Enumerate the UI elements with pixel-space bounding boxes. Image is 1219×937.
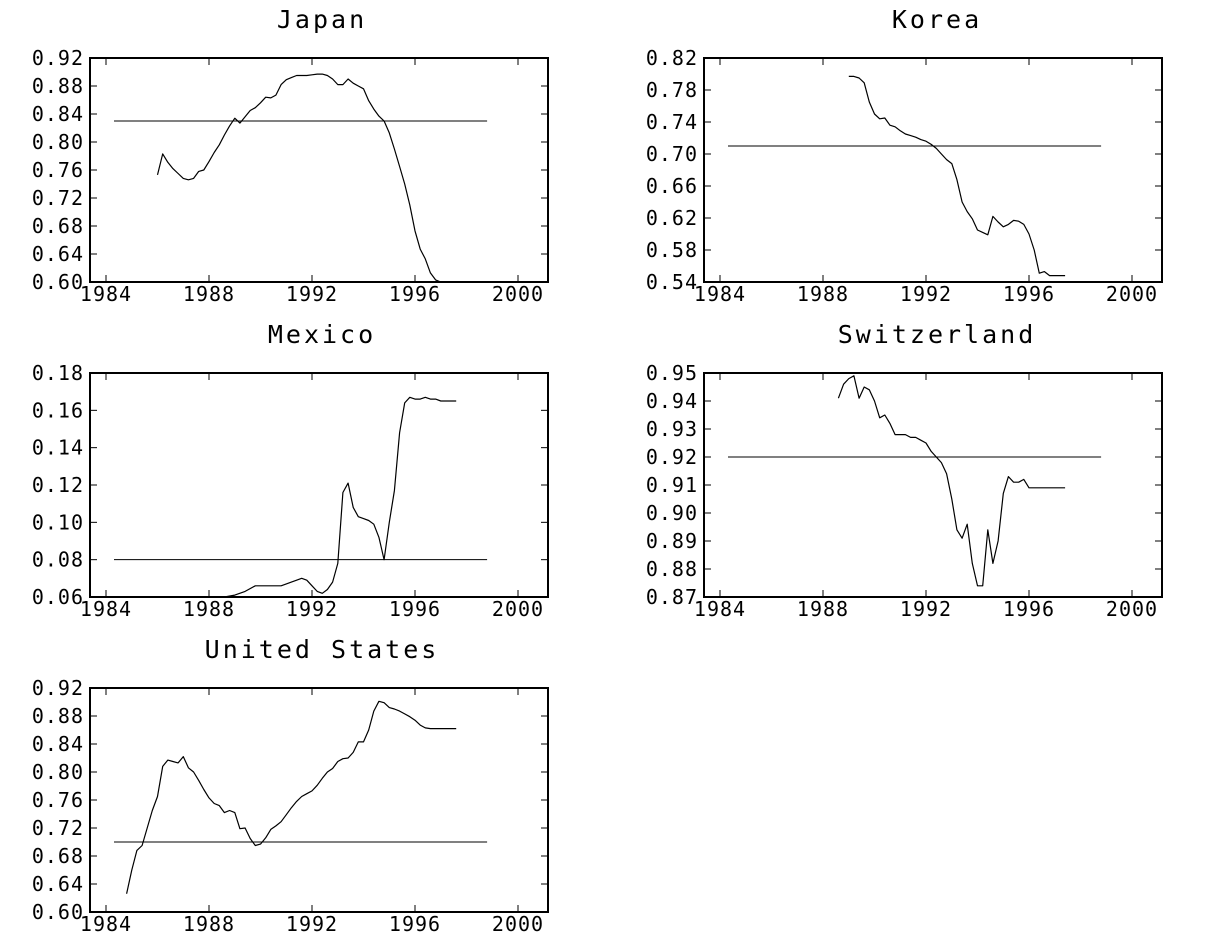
y-tick-label: 0.16 xyxy=(32,398,84,422)
y-tick-label: 0.88 xyxy=(32,74,84,98)
x-tick-label: 1988 xyxy=(797,597,849,621)
x-tick-label: 2000 xyxy=(1106,282,1158,306)
y-tick-label: 0.10 xyxy=(32,510,84,534)
chart-title: Korea xyxy=(892,5,982,34)
chart-title: Japan xyxy=(277,5,367,34)
x-tick-label: 2000 xyxy=(492,912,544,936)
chart-title: Switzerland xyxy=(838,320,1037,349)
x-tick-label: 1992 xyxy=(286,912,338,936)
x-tick-label: 1996 xyxy=(1003,597,1055,621)
y-tick-label: 0.76 xyxy=(32,158,84,182)
y-tick-label: 0.06 xyxy=(32,585,84,609)
x-tick-label: 1984 xyxy=(694,597,746,621)
plot-frame xyxy=(89,372,549,598)
plot-frame xyxy=(703,57,1163,283)
y-tick-label: 0.64 xyxy=(32,872,84,896)
y-tick-label: 0.60 xyxy=(32,900,84,924)
y-tick-label: 0.90 xyxy=(646,501,698,525)
y-tick-label: 0.74 xyxy=(646,110,698,134)
y-tick-label: 0.72 xyxy=(32,816,84,840)
series-line xyxy=(126,700,457,894)
y-tick-label: 0.54 xyxy=(646,270,698,294)
y-tick-label: 0.84 xyxy=(32,102,84,126)
x-tick-label: 2000 xyxy=(1106,597,1158,621)
y-tick-label: 0.92 xyxy=(32,676,84,700)
x-tick-label: 1992 xyxy=(900,282,952,306)
panel-switzerland: Switzerland 0.95 0.94 0.93 0.92 0.91 0.90 0.89 0… xyxy=(646,320,1163,621)
y-tick-label: 0.88 xyxy=(32,704,84,728)
y-tick-label: 0.12 xyxy=(32,473,84,497)
x-tick-label: 1984 xyxy=(80,912,132,936)
x-tick-label: 1988 xyxy=(183,912,235,936)
x-tick-label: 1996 xyxy=(389,597,441,621)
x-tick-label: 1984 xyxy=(694,282,746,306)
y-tick-label: 0.82 xyxy=(646,46,698,70)
panel-japan: Japan 0.92 0.88 0.84 0.80 0.76 0.72 0.68 0.64 0.6… xyxy=(32,5,549,306)
plot-frame xyxy=(89,687,549,913)
x-tick-label: 1984 xyxy=(80,597,132,621)
series-line xyxy=(156,73,462,283)
x-tick-label: 1992 xyxy=(286,282,338,306)
y-tick-label: 0.92 xyxy=(646,445,698,469)
chart-title: Mexico xyxy=(268,320,376,349)
x-tick-label: 1992 xyxy=(286,597,338,621)
y-tick-label: 0.95 xyxy=(646,361,698,385)
y-tick-label: 0.80 xyxy=(32,130,84,154)
y-tick-label: 0.58 xyxy=(646,238,698,262)
x-tick-label: 1996 xyxy=(1003,282,1055,306)
y-tick-label: 0.92 xyxy=(32,46,84,70)
y-tick-label: 0.70 xyxy=(646,142,698,166)
panel-korea: Korea0.820.780.740.700.660.620.580.54198… xyxy=(646,5,1163,306)
x-tick-label: 1988 xyxy=(183,597,235,621)
chart-title: United States xyxy=(205,635,440,664)
x-tick-label: 2000 xyxy=(492,597,544,621)
x-tick-label: 1988 xyxy=(797,282,849,306)
y-tick-label: 0.78 xyxy=(646,78,698,102)
y-tick-label: 0.18 xyxy=(32,361,84,385)
y-tick-label: 0.60 xyxy=(32,270,84,294)
y-tick-label: 0.08 xyxy=(32,548,84,572)
x-tick-label: 1988 xyxy=(183,282,235,306)
y-tick-label: 0.62 xyxy=(646,206,698,230)
x-tick-label: 1996 xyxy=(389,282,441,306)
x-tick-label: 1996 xyxy=(389,912,441,936)
series-line xyxy=(837,375,1066,587)
y-tick-label: 0.80 xyxy=(32,760,84,784)
y-tick-label: 0.14 xyxy=(32,436,84,460)
y-tick-label: 0.88 xyxy=(646,557,698,581)
series-line xyxy=(183,396,457,598)
y-tick-label: 0.68 xyxy=(32,214,84,238)
y-tick-label: 0.91 xyxy=(646,473,698,497)
y-tick-label: 0.76 xyxy=(32,788,84,812)
y-tick-label: 0.64 xyxy=(32,242,84,266)
x-tick-label: 2000 xyxy=(492,282,544,306)
y-tick-label: 0.93 xyxy=(646,417,698,441)
y-tick-label: 0.87 xyxy=(646,585,698,609)
y-tick-label: 0.72 xyxy=(32,186,84,210)
y-tick-label: 0.68 xyxy=(32,844,84,868)
y-tick-label: 0.89 xyxy=(646,529,698,553)
x-tick-label: 1992 xyxy=(900,597,952,621)
y-tick-label: 0.94 xyxy=(646,389,698,413)
plot-frame xyxy=(703,372,1163,598)
panel-united-states: United States 0.92 0.88 0.84 0.80 0.76 0.72 0.6… xyxy=(32,635,549,936)
y-tick-label: 0.66 xyxy=(646,174,698,198)
y-tick-label: 0.84 xyxy=(32,732,84,756)
series-line xyxy=(848,75,1066,277)
x-tick-label: 1984 xyxy=(80,282,132,306)
